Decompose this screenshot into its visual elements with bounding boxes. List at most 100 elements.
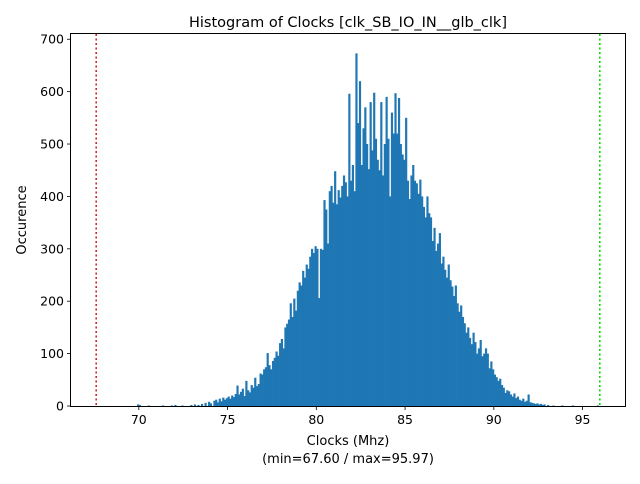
histogram-bar	[509, 394, 512, 406]
histogram-bar	[231, 395, 234, 406]
histogram-bar	[495, 377, 498, 406]
histogram-bar	[401, 154, 404, 406]
histogram-bar	[525, 400, 528, 406]
histogram-bar	[181, 405, 184, 406]
histogram-bar	[353, 191, 356, 406]
histogram-bar	[502, 387, 505, 406]
histogram-bar	[538, 404, 541, 406]
histogram-bar	[529, 402, 532, 406]
histogram-bar	[213, 400, 216, 406]
histogram-bar	[147, 405, 150, 406]
histogram-bar	[332, 202, 335, 406]
histogram-bar	[438, 233, 441, 406]
histogram-bar	[200, 403, 204, 406]
histogram-bar	[490, 361, 493, 406]
histogram-bar	[190, 404, 193, 406]
y-tick-label: 300	[40, 241, 64, 256]
histogram-bar	[271, 360, 275, 406]
histogram-bar	[273, 357, 276, 406]
histogram-bar	[323, 200, 326, 406]
y-tick-label: 100	[40, 346, 64, 361]
x-tick-label: 85	[397, 412, 413, 427]
histogram-bar	[360, 164, 363, 406]
y-tick-label: 600	[40, 84, 64, 99]
histogram-bar	[465, 332, 468, 406]
histogram-bar	[440, 263, 443, 406]
histogram-bars	[137, 53, 599, 407]
histogram-bar	[287, 319, 291, 406]
histogram-bar	[293, 298, 296, 406]
histogram-bar	[493, 374, 496, 406]
histogram-bar	[236, 385, 239, 406]
histogram-bar	[532, 403, 536, 406]
histogram-bar	[522, 398, 525, 406]
chart-title: Histogram of Clocks [clk_SB_IO_IN__glb_c…	[189, 15, 507, 31]
histogram-bar	[513, 393, 516, 406]
histogram-bar	[422, 206, 425, 406]
histogram-bar	[454, 285, 457, 406]
histogram-bar	[483, 353, 486, 406]
histogram-bar	[527, 394, 530, 406]
histogram-bar	[392, 133, 395, 407]
histogram-bar	[289, 303, 292, 406]
histogram-bar	[326, 243, 330, 406]
histogram-bar	[319, 248, 323, 406]
histogram-bar	[442, 256, 445, 406]
histogram-bar	[234, 393, 237, 406]
histogram-bar	[138, 404, 141, 406]
histogram-bar	[316, 248, 319, 406]
histogram-bar	[307, 268, 310, 406]
histogram-bar	[520, 400, 523, 406]
y-axis-ticks: 0 100 200 300 400 500 600 700	[40, 32, 71, 414]
histogram-bar	[374, 138, 378, 407]
histogram-bar	[344, 182, 347, 406]
histogram-bar	[239, 391, 243, 406]
histogram-bar	[170, 405, 173, 406]
histogram-bar	[389, 196, 392, 406]
histogram-bar	[371, 150, 374, 406]
histogram-bar	[511, 396, 514, 406]
histogram-bar	[339, 197, 342, 406]
y-tick-label: 700	[40, 32, 64, 47]
histogram-bar	[224, 399, 227, 406]
y-tick-label: 400	[40, 189, 64, 204]
histogram-bar	[518, 399, 521, 406]
histogram-bar	[209, 403, 212, 406]
histogram-bar	[504, 392, 507, 406]
histogram-bar	[497, 380, 500, 406]
histogram-bar	[309, 256, 312, 406]
histogram-bar	[380, 102, 383, 407]
histogram-bar	[257, 383, 260, 406]
histogram-bar	[381, 175, 385, 406]
histogram-bar	[403, 159, 406, 406]
histogram-bar	[247, 390, 250, 406]
histogram-bar	[334, 171, 337, 406]
histogram-bar	[218, 398, 221, 406]
histogram-bar	[406, 180, 410, 406]
histogram-bar	[394, 93, 397, 407]
histogram-bar	[193, 404, 197, 406]
histogram-bar	[248, 392, 252, 406]
histogram-bar	[263, 369, 266, 406]
x-tick-label: 70	[131, 412, 147, 427]
histogram-bar	[303, 277, 307, 406]
histogram-bar	[445, 277, 449, 406]
histogram-bar	[298, 282, 301, 406]
histogram-bar	[428, 213, 431, 406]
histogram-bar	[222, 397, 225, 406]
histogram-bar	[229, 398, 232, 406]
histogram-bar	[279, 343, 282, 406]
histogram-bar	[280, 338, 283, 406]
histogram-bar	[348, 93, 351, 406]
histogram-bar	[419, 179, 422, 406]
histogram-bar	[506, 390, 509, 406]
histogram-bar	[241, 388, 244, 406]
histogram-bar	[468, 337, 472, 406]
histogram-bar	[500, 385, 504, 406]
histogram-bar	[275, 351, 278, 406]
histogram-bar	[415, 183, 418, 406]
histogram-bar	[552, 405, 555, 406]
histogram-bar	[476, 353, 479, 406]
histogram-bar	[330, 185, 333, 406]
histogram-bar	[484, 348, 488, 406]
